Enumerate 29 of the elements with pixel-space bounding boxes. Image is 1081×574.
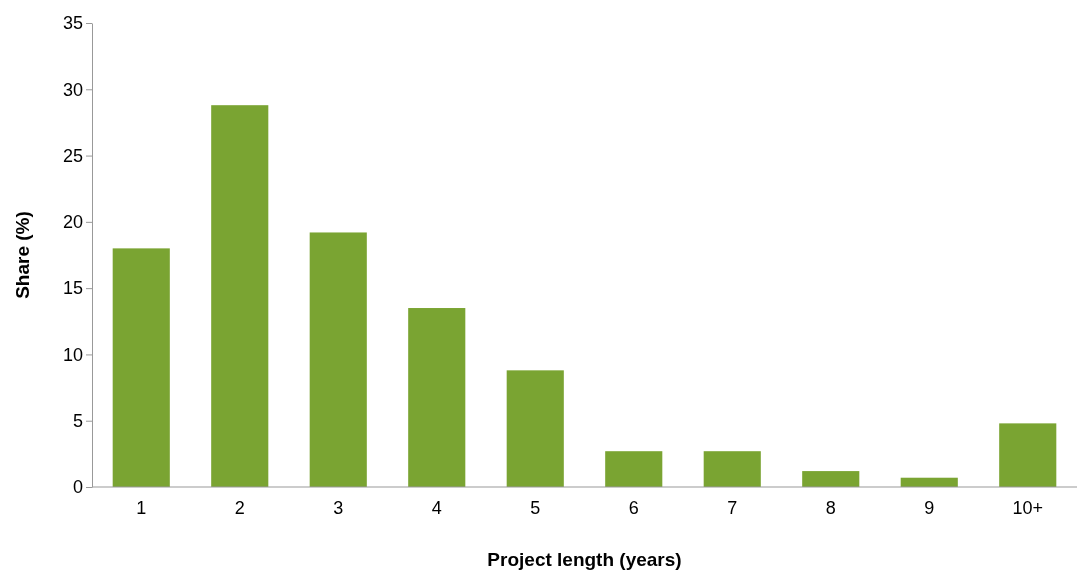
x-tick-label: 8 bbox=[825, 497, 836, 518]
y-axis-title: Share (%) bbox=[12, 211, 33, 299]
x-tick-label: 2 bbox=[234, 497, 245, 518]
y-tick-label: 5 bbox=[72, 410, 83, 431]
x-axis-title: Project length (years) bbox=[487, 549, 682, 570]
y-tick-label: 35 bbox=[62, 13, 83, 34]
bar bbox=[999, 423, 1057, 487]
y-tick-label: 10 bbox=[62, 344, 83, 365]
bar bbox=[309, 232, 367, 487]
x-tick-label: 1 bbox=[136, 497, 147, 518]
x-tick-label: 10+ bbox=[1012, 497, 1044, 518]
y-tick-label: 20 bbox=[62, 212, 83, 233]
x-tick-label: 3 bbox=[333, 497, 344, 518]
x-tick-label: 6 bbox=[628, 497, 639, 518]
y-tick-label: 15 bbox=[62, 278, 83, 299]
y-tick-label: 25 bbox=[62, 145, 83, 166]
bar bbox=[506, 370, 564, 487]
bar bbox=[605, 451, 663, 487]
bar bbox=[703, 451, 761, 487]
bar bbox=[211, 105, 269, 487]
x-tick-label: 9 bbox=[924, 497, 935, 518]
bar bbox=[802, 471, 860, 487]
bar bbox=[112, 248, 170, 487]
y-tick-label: 30 bbox=[62, 79, 83, 100]
x-tick-label: 4 bbox=[431, 497, 442, 518]
bar bbox=[408, 308, 466, 487]
x-tick-label: 7 bbox=[727, 497, 738, 518]
y-tick-label: 0 bbox=[72, 477, 83, 498]
x-tick-label: 5 bbox=[530, 497, 541, 518]
